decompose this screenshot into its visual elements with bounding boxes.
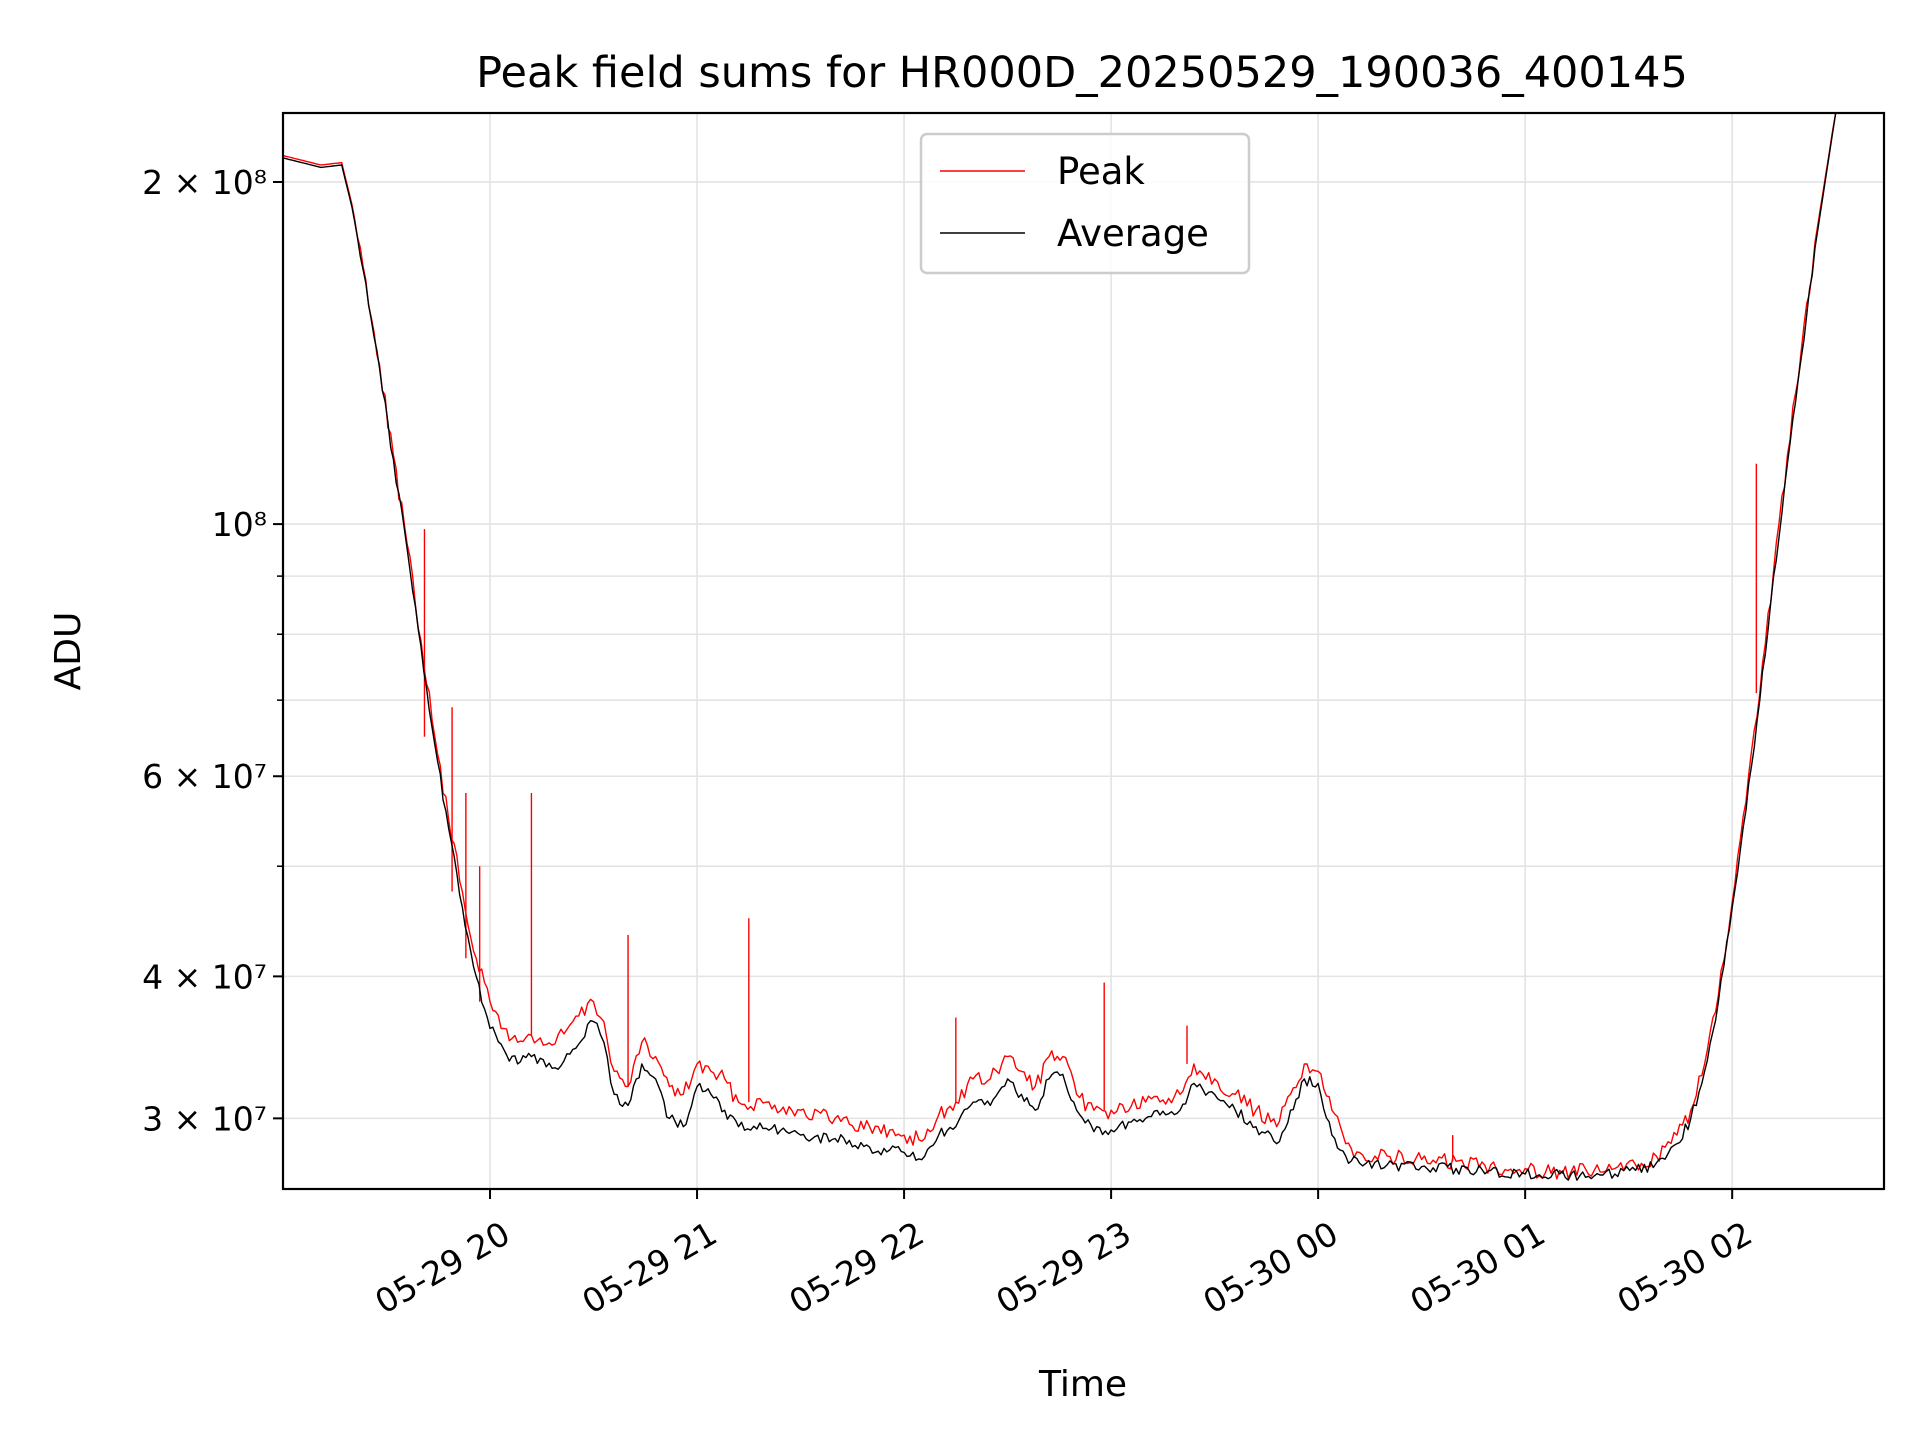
grid [283,113,1884,1189]
series-line-average [282,112,1837,1181]
y-tick-label: 2 × 10⁸ [142,163,267,202]
legend-label: Average [1057,212,1209,255]
series-line-peak [282,112,1837,1180]
series-peak [282,112,1837,1180]
series-average [282,112,1837,1181]
legend-label: Peak [1057,150,1145,193]
y-tick-label: 4 × 10⁷ [142,957,267,996]
y-tick-label: 3 × 10⁷ [142,1099,267,1138]
y-tick-label: 10⁸ [212,505,267,544]
legend-box [919,132,1251,275]
x-axis-label: Time [1038,1364,1127,1405]
plot-frame [281,111,1886,1191]
y-axis-label: ADU [48,612,89,691]
y-tick-label: 6 × 10⁷ [142,757,267,796]
legend: Peak Average [919,132,1251,275]
series-lines [282,112,1837,1181]
chart-title: Peak field sums for HR000D_20250529_1900… [476,48,1688,98]
